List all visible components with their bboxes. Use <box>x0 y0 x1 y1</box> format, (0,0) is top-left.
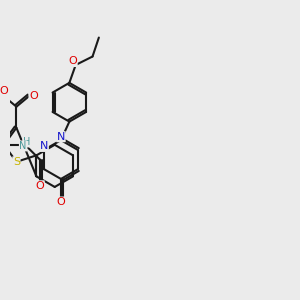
Text: N: N <box>20 141 27 151</box>
Text: O: O <box>0 86 8 96</box>
Text: O: O <box>29 91 38 101</box>
Text: O: O <box>57 197 65 207</box>
Text: S: S <box>13 157 20 167</box>
Text: H: H <box>23 137 30 147</box>
Text: N: N <box>57 132 65 142</box>
Text: O: O <box>35 181 44 191</box>
Text: N: N <box>40 141 48 152</box>
Text: O: O <box>68 56 77 67</box>
